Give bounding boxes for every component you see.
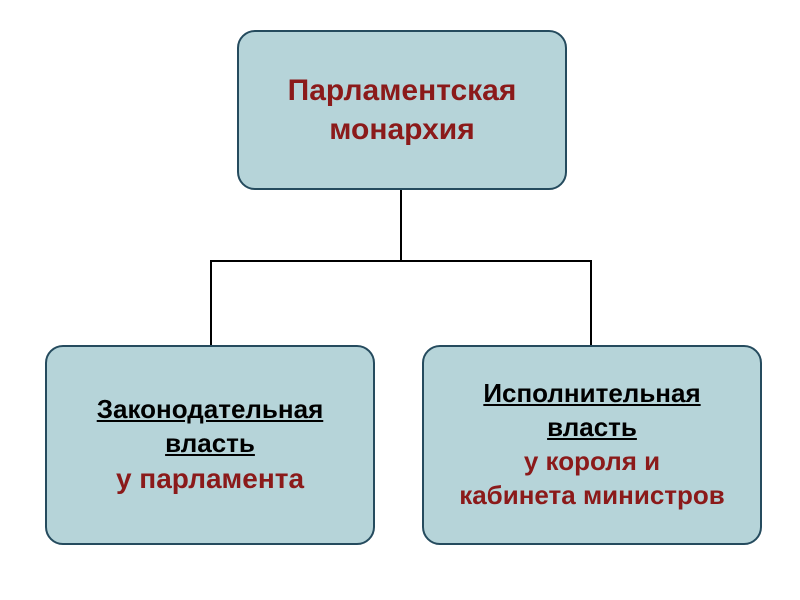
child0-title2: власть bbox=[165, 427, 255, 461]
connector-right-down bbox=[590, 260, 592, 345]
connector-root-down bbox=[400, 190, 402, 260]
child0-title1: Законодательная bbox=[97, 393, 324, 427]
root-node: Парламентская монархия bbox=[237, 30, 567, 190]
root-line1: Парламентская bbox=[288, 71, 517, 110]
child0-sub1: у парламента bbox=[116, 461, 304, 497]
connector-horizontal bbox=[210, 260, 592, 262]
child1-sub1: у короля и bbox=[524, 445, 660, 479]
connector-left-down bbox=[210, 260, 212, 345]
child-node-executive: Исполнительная власть у короля и кабинет… bbox=[422, 345, 762, 545]
child1-title2: власть bbox=[547, 411, 637, 445]
root-line2: монархия bbox=[329, 110, 475, 149]
child-node-legislative: Законодательная власть у парламента bbox=[45, 345, 375, 545]
child1-title1: Исполнительная bbox=[483, 377, 700, 411]
child1-sub2: кабинета министров bbox=[459, 479, 725, 513]
